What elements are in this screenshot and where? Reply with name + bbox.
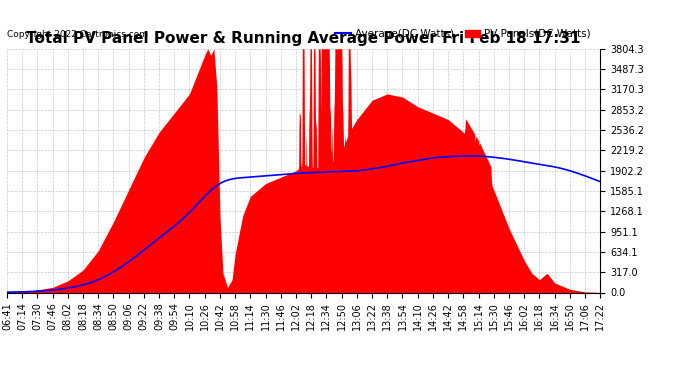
Title: Total PV Panel Power & Running Average Power Fri Feb 18 17:31: Total PV Panel Power & Running Average P…	[26, 31, 581, 46]
Text: Copyright 2022 Cartronics.com: Copyright 2022 Cartronics.com	[7, 30, 148, 39]
Legend: Average(DC Watts), PV Panels(DC Watts): Average(DC Watts), PV Panels(DC Watts)	[331, 25, 595, 43]
